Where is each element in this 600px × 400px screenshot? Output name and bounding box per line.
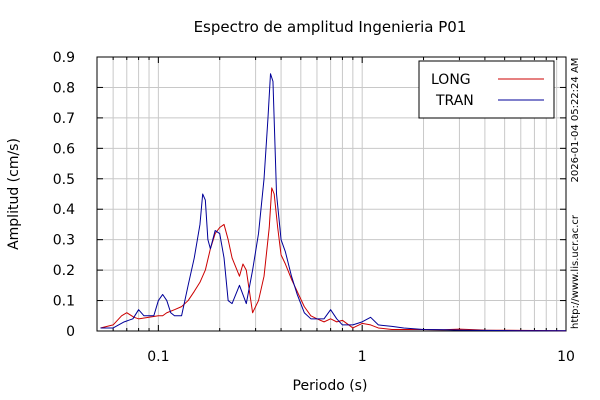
legend: LONG TRAN xyxy=(418,60,555,119)
y-tick-label: 0.6 xyxy=(53,141,75,157)
chart-title: Espectro de amplitud Ingenieria P01 xyxy=(194,18,467,36)
legend-label-long: LONG xyxy=(431,72,471,88)
y-axis-ticks: 0 0.1 0.2 0.3 0.4 0.5 0.6 0.7 0.8 0.9 xyxy=(53,50,566,340)
x-tick-label: 10 xyxy=(557,349,575,365)
timestamp-text: 2026-01-04 05:22:24 AM xyxy=(570,58,581,183)
y-tick-label: 0.2 xyxy=(53,263,75,279)
series-line-tran xyxy=(100,73,566,332)
legend-box xyxy=(418,60,555,119)
y-tick-label: 0.4 xyxy=(53,202,75,218)
source-url-text: http://www.lis.ucr.ac.cr xyxy=(570,214,581,329)
y-tick-label: 0.5 xyxy=(53,172,75,188)
legend-label-tran: TRAN xyxy=(435,93,474,109)
y-tick-label: 0.9 xyxy=(53,50,75,66)
series-group xyxy=(100,73,567,332)
y-axis-label: Amplitud (cm/s) xyxy=(6,138,22,250)
y-tick-label: 0.3 xyxy=(53,233,75,249)
y-tick-label: 0.1 xyxy=(53,294,75,310)
x-axis-label: Periodo (s) xyxy=(293,378,368,394)
series-line-long xyxy=(100,187,567,332)
y-tick-label: 0 xyxy=(66,324,75,340)
x-tick-label: 0.1 xyxy=(147,349,169,365)
x-axis-ticks: 0.1 1 10 xyxy=(112,57,575,365)
x-tick-label: 1 xyxy=(358,349,367,365)
y-tick-label: 0.7 xyxy=(53,111,75,127)
plot-frame xyxy=(96,56,567,332)
y-tick-label: 0.8 xyxy=(53,80,75,96)
